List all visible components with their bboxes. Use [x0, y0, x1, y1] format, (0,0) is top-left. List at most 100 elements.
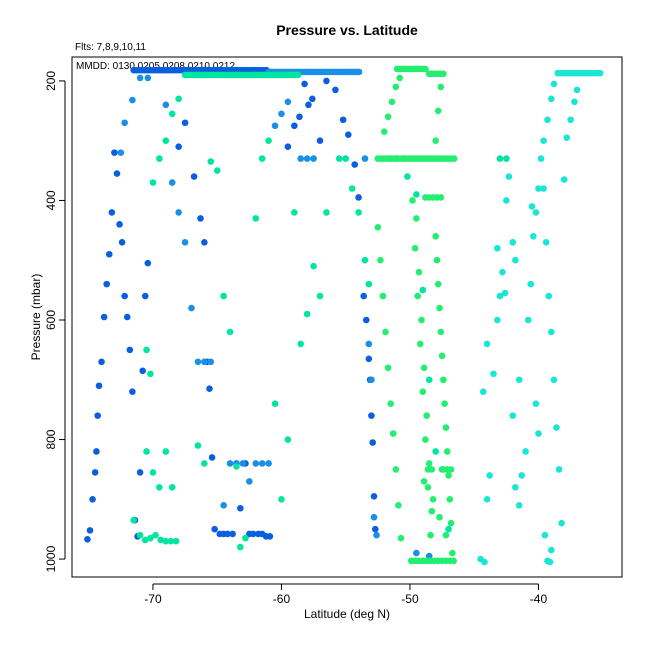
data-point [188, 304, 195, 312]
data-point [545, 292, 553, 300]
data-point [86, 527, 94, 534]
chart-title: Pressure vs. Latitude [276, 22, 418, 38]
data-point [201, 358, 208, 366]
y-tick-label: 600 [44, 310, 58, 330]
data-point [389, 430, 397, 437]
data-point [527, 280, 535, 288]
data-point [515, 501, 523, 509]
flights-annotation: Flts: 7,8,9,10,11 [75, 42, 146, 53]
data-point [415, 268, 423, 276]
data-point [197, 215, 204, 222]
data-point [258, 155, 266, 162]
data-point [365, 280, 373, 288]
data-point [98, 358, 105, 366]
data-point [278, 496, 285, 503]
data-point [596, 69, 604, 77]
data-point [571, 98, 578, 106]
data-point [384, 364, 392, 372]
data-point [558, 519, 565, 527]
data-point [379, 292, 387, 300]
data-point [249, 530, 257, 538]
data-point [524, 316, 532, 324]
data-point [157, 536, 164, 544]
data-point [213, 167, 221, 174]
data-point [537, 155, 545, 162]
data-point [136, 531, 144, 539]
data-point [332, 86, 339, 94]
data-point [118, 238, 126, 246]
data-point [342, 155, 350, 162]
data-point [449, 549, 456, 557]
data-point [392, 466, 400, 473]
data-point [428, 466, 436, 473]
data-point [512, 256, 519, 264]
data-point [147, 370, 154, 378]
data-point [419, 388, 427, 396]
data-point [503, 197, 510, 204]
data-point [301, 80, 308, 88]
data-point [509, 238, 517, 246]
data-point [368, 376, 375, 384]
data-point [201, 460, 208, 467]
data-point [156, 484, 163, 491]
series-5 [477, 69, 604, 566]
data-point [143, 448, 150, 455]
data-point [167, 537, 175, 545]
data-point [370, 493, 378, 500]
data-point [413, 191, 420, 198]
data-point [162, 101, 170, 109]
data-point [483, 340, 491, 348]
data-point [123, 313, 131, 321]
data-point [233, 463, 240, 470]
data-point [373, 531, 380, 539]
data-point [116, 221, 123, 228]
data-point [432, 137, 439, 144]
data-point [355, 68, 363, 76]
data-point [305, 101, 312, 109]
data-point [162, 448, 170, 455]
data-point [553, 424, 560, 431]
series-4 [374, 65, 458, 565]
data-point [103, 280, 110, 288]
data-point [108, 209, 116, 216]
series-1 [84, 66, 379, 543]
data-point [369, 439, 377, 446]
data-point [242, 534, 249, 542]
data-point [252, 215, 260, 222]
data-point [291, 209, 298, 216]
data-point [175, 143, 182, 150]
data-point [496, 155, 504, 162]
data-point [226, 460, 234, 467]
data-point [479, 388, 487, 396]
data-point [450, 155, 458, 162]
data-point [414, 292, 421, 300]
data-point [450, 557, 457, 565]
data-point [237, 504, 244, 512]
data-point [348, 185, 356, 192]
data-point [404, 173, 411, 180]
data-point [361, 256, 369, 264]
data-point [206, 385, 213, 393]
data-point [409, 197, 416, 204]
data-point [266, 533, 274, 540]
data-point [419, 286, 427, 294]
data-point [573, 86, 581, 94]
data-point [156, 155, 163, 162]
data-point [258, 460, 266, 467]
data-point [162, 537, 170, 545]
data-point [284, 143, 292, 150]
data-point [501, 289, 509, 297]
data-point [121, 292, 128, 300]
data-point [207, 358, 215, 366]
data-point [418, 316, 425, 324]
data-point [535, 185, 542, 192]
data-point [503, 155, 510, 162]
data-point [445, 472, 452, 479]
data-point [303, 310, 311, 318]
data-point [181, 119, 189, 127]
data-point [294, 71, 302, 79]
plot-frame [71, 56, 623, 578]
x-tick-label: -40 [530, 592, 548, 606]
data-point [339, 116, 347, 124]
data-point [441, 400, 448, 407]
